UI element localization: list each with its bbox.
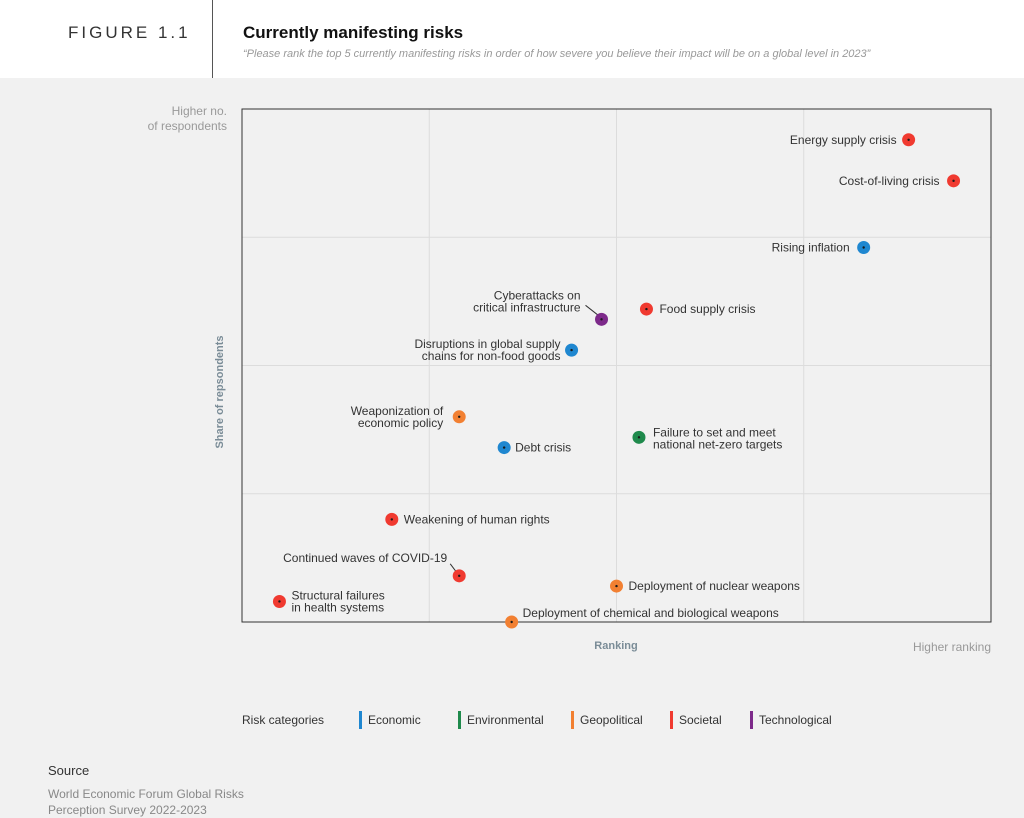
legend-swatch-societal — [670, 711, 673, 729]
x-axis-title: Ranking — [594, 640, 638, 652]
point-center-structural-failures-in-health-systems — [278, 600, 281, 603]
label-cyberattacks-on-critical-infrastructure: Cyberattacks on critical infrastructure — [473, 288, 581, 314]
label-line-weaponization-of-economic-policy-1: Weaponization of — [351, 404, 444, 418]
point-center-debt-crisis — [502, 446, 506, 449]
point-center-rising-inflation — [862, 246, 865, 249]
figure-header: FIGURE 1.1 Currently manifesting risks “… — [0, 0, 1024, 78]
label-line-structural-failures-in-health-systems-2: in health systems — [291, 600, 384, 614]
legend-swatch-environmental — [458, 711, 461, 729]
y-axis-high-label: Higher no. of respondents — [100, 104, 227, 134]
point-center-deployment-of-nuclear-weapons — [615, 584, 618, 588]
label-line-continued-waves-of-covid-19-1: Continued waves of COVID-19 — [283, 551, 447, 565]
legend-label-geopolitical: Geopolitical — [580, 713, 643, 727]
label-disruptions-in-global-supply-chains-for-non-food-goods: Disruptions in global supply chains for n… — [414, 337, 560, 363]
x-axis-high-label: Higher ranking — [912, 640, 991, 654]
point-center-weaponization-of-economic-policy — [458, 415, 461, 418]
plot-frame — [241, 108, 992, 623]
source-line-2: Perception Survey 2022-2023 — [48, 803, 207, 817]
point-center-cost-of-living-crisis — [952, 179, 955, 183]
point-center-failure-to-set-and-meet-national-net-zero-targets — [637, 436, 641, 439]
label-line-deployment-of-nuclear-weapons-1: Deployment of nuclear weapons — [629, 579, 800, 593]
label-line-deployment-of-chemical-and-biological-weapons-1: Deployment of chemical and biological we… — [523, 606, 779, 620]
label-rising-inflation: Rising inflation — [772, 241, 850, 255]
point-center-deployment-of-chemical-and-biological-weapons — [510, 620, 513, 624]
label-line-rising-inflation-1: Rising inflation — [772, 241, 850, 255]
header-divider — [212, 0, 213, 78]
point-center-disruptions-in-global-supply-chains-for-non-food-goods — [570, 348, 573, 352]
chart-subtitle: “Please rank the top 5 currently manifes… — [243, 48, 871, 60]
label-structural-failures-in-health-systems: Structural failures in health systems — [291, 588, 384, 614]
label-line-disruptions-in-global-supply-chains-for-non-food-goods-2: chains for non-food goods — [422, 349, 561, 363]
label-line-cost-of-living-crisis-1: Cost-of-living crisis — [839, 174, 940, 188]
label-line-food-supply-crisis-1: Food supply crisis — [659, 302, 755, 316]
label-weakening-of-human-rights: Weakening of human rights — [404, 512, 550, 526]
y-axis-high-label-line2: of respondents — [147, 119, 227, 133]
source-line-1: World Economic Forum Global Risks — [48, 787, 244, 801]
label-line-cyberattacks-on-critical-infrastructure-2: critical infrastructure — [473, 300, 581, 314]
label-line-weakening-of-human-rights-1: Weakening of human rights — [404, 512, 550, 526]
point-center-continued-waves-of-covid-19 — [458, 574, 461, 578]
chart-title: Currently manifesting risks — [243, 23, 464, 42]
label-weaponization-of-economic-policy: Weaponization of economic policy — [351, 404, 444, 430]
label-cost-of-living-crisis: Cost-of-living crisis — [839, 174, 940, 188]
source-text: World Economic Forum Global Risks Percep… — [48, 786, 244, 818]
label-line-weaponization-of-economic-policy-2: economic policy — [358, 416, 443, 430]
point-center-cyberattacks-on-critical-infrastructure — [600, 318, 603, 321]
legend-swatch-geopolitical — [571, 711, 574, 729]
source-heading: Source — [48, 763, 90, 778]
legend-label-environmental: Environmental — [467, 713, 544, 727]
label-failure-to-set-and-meet-national-net-zero-targets: Failure to set and meet national net-zero… — [653, 425, 782, 451]
legend-title: Risk categories — [242, 713, 325, 727]
figure-label: FIGURE 1.1 — [68, 23, 191, 42]
label-line-debt-crisis-1: Debt crisis — [515, 441, 571, 455]
scatter-plot: Energy supply crisis Cost-of-living crisi… — [241, 108, 992, 629]
label-line-energy-supply-crisis-1: Energy supply crisis — [790, 133, 897, 147]
label-food-supply-crisis: Food supply crisis — [659, 302, 755, 316]
label-deployment-of-nuclear-weapons: Deployment of nuclear weapons — [629, 579, 800, 593]
legend-label-technological: Technological — [759, 713, 832, 727]
label-line-failure-to-set-and-meet-national-net-zero-targets-1: Failure to set and meet — [653, 425, 776, 439]
label-line-disruptions-in-global-supply-chains-for-non-food-goods-1: Disruptions in global supply — [414, 337, 560, 351]
label-debt-crisis: Debt crisis — [515, 441, 571, 455]
point-center-energy-supply-crisis — [907, 138, 910, 141]
label-energy-supply-crisis: Energy supply crisis — [790, 133, 897, 147]
label-line-cyberattacks-on-critical-infrastructure-1: Cyberattacks on — [494, 288, 581, 302]
label-deployment-of-chemical-and-biological-weapons: Deployment of chemical and biological we… — [523, 606, 779, 620]
legend-label-economic: Economic — [368, 713, 421, 727]
point-center-weakening-of-human-rights — [390, 518, 393, 521]
legend-swatch-technological — [750, 711, 753, 729]
legend-label-societal: Societal — [679, 713, 722, 727]
label-line-structural-failures-in-health-systems-1: Structural failures — [291, 588, 384, 602]
legend-swatch-economic — [359, 711, 362, 729]
y-axis-high-label-line1: Higher no. — [171, 104, 227, 118]
point-center-food-supply-crisis — [645, 307, 648, 311]
label-continued-waves-of-covid-19: Continued waves of COVID-19 — [283, 551, 447, 565]
label-line-failure-to-set-and-meet-national-net-zero-targets-2: national net-zero targets — [653, 437, 782, 451]
